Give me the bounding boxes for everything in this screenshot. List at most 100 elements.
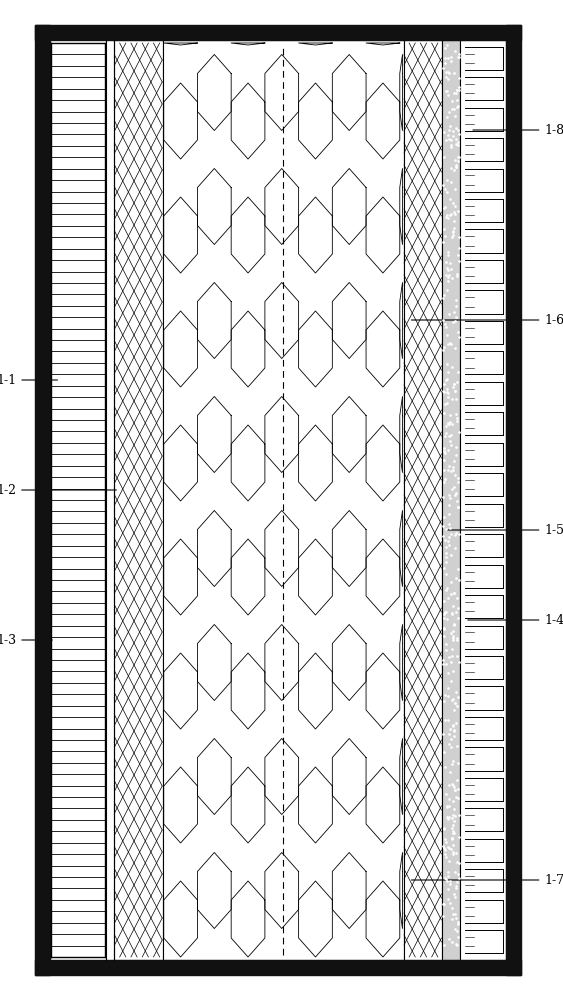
Point: [439, 290, 448, 306]
Point: [450, 65, 459, 81]
Point: [453, 790, 462, 806]
Point: [450, 467, 459, 483]
Point: [445, 458, 454, 474]
Point: [439, 60, 448, 76]
Point: [442, 425, 451, 441]
Point: [439, 620, 448, 636]
Point: [446, 673, 455, 689]
Point: [450, 340, 459, 356]
Point: [440, 287, 449, 303]
Point: [443, 109, 452, 125]
Point: [444, 839, 453, 855]
Point: [444, 590, 453, 606]
Point: [444, 881, 453, 897]
Point: [448, 123, 457, 139]
Point: [441, 636, 450, 652]
Point: [449, 616, 458, 632]
Point: [451, 391, 460, 407]
Point: [443, 799, 452, 815]
Point: [450, 101, 459, 117]
Point: [439, 528, 448, 544]
Point: [446, 336, 455, 352]
Point: [439, 896, 448, 912]
Point: [448, 630, 457, 646]
Point: [450, 220, 459, 236]
Point: [448, 820, 457, 836]
Point: [441, 549, 450, 565]
Point: [441, 712, 450, 728]
Point: [453, 122, 462, 138]
Point: [444, 336, 453, 352]
Point: [446, 547, 455, 563]
Point: [450, 304, 459, 320]
Point: [448, 481, 457, 497]
Point: [450, 181, 459, 197]
Point: [439, 908, 448, 924]
Point: [452, 136, 461, 152]
Point: [441, 132, 450, 148]
Point: [450, 906, 459, 922]
Point: [446, 625, 455, 641]
Point: [443, 244, 452, 260]
Point: [446, 526, 455, 542]
Point: [445, 407, 454, 423]
Point: [444, 537, 453, 553]
Point: [444, 127, 453, 143]
Point: [444, 777, 453, 793]
Point: [454, 916, 463, 932]
Point: [441, 849, 450, 865]
Point: [440, 55, 449, 71]
Point: [443, 395, 452, 411]
Point: [445, 649, 454, 665]
Point: [451, 921, 460, 937]
Point: [448, 846, 457, 862]
Point: [443, 864, 452, 880]
Point: [445, 207, 454, 223]
Point: [454, 829, 463, 845]
Text: 1-3: 1-3: [0, 634, 52, 647]
Point: [448, 605, 457, 621]
Point: [453, 324, 462, 340]
Point: [441, 566, 450, 582]
Point: [439, 312, 448, 328]
Point: [439, 474, 448, 490]
Point: [447, 654, 456, 670]
Point: [440, 842, 449, 858]
Point: [448, 195, 457, 211]
Point: [443, 273, 452, 289]
Point: [453, 914, 462, 930]
Point: [441, 539, 450, 555]
Text: 1-7: 1-7: [412, 874, 563, 886]
Point: [448, 837, 457, 853]
Point: [443, 327, 452, 343]
Point: [442, 83, 451, 99]
Point: [453, 923, 462, 939]
Point: [442, 64, 451, 80]
Text: 1-1: 1-1: [0, 373, 57, 386]
Point: [449, 825, 458, 841]
Point: [452, 406, 461, 422]
Point: [449, 823, 458, 839]
Point: [441, 554, 450, 570]
Text: 1-5: 1-5: [447, 524, 563, 536]
Point: [455, 49, 464, 65]
Bar: [50, 40, 106, 960]
Point: [453, 99, 462, 115]
Point: [447, 391, 456, 407]
Point: [447, 574, 456, 590]
Point: [447, 174, 456, 190]
Point: [452, 268, 461, 284]
Point: [449, 718, 458, 734]
Point: [444, 87, 453, 103]
Point: [454, 654, 463, 670]
Point: [451, 910, 460, 926]
Point: [454, 149, 463, 165]
Point: [440, 443, 449, 459]
Point: [453, 149, 462, 165]
Point: [444, 497, 453, 513]
Point: [440, 471, 449, 487]
Point: [452, 410, 461, 426]
Point: [439, 440, 448, 456]
Point: [450, 43, 459, 59]
Point: [452, 159, 461, 175]
